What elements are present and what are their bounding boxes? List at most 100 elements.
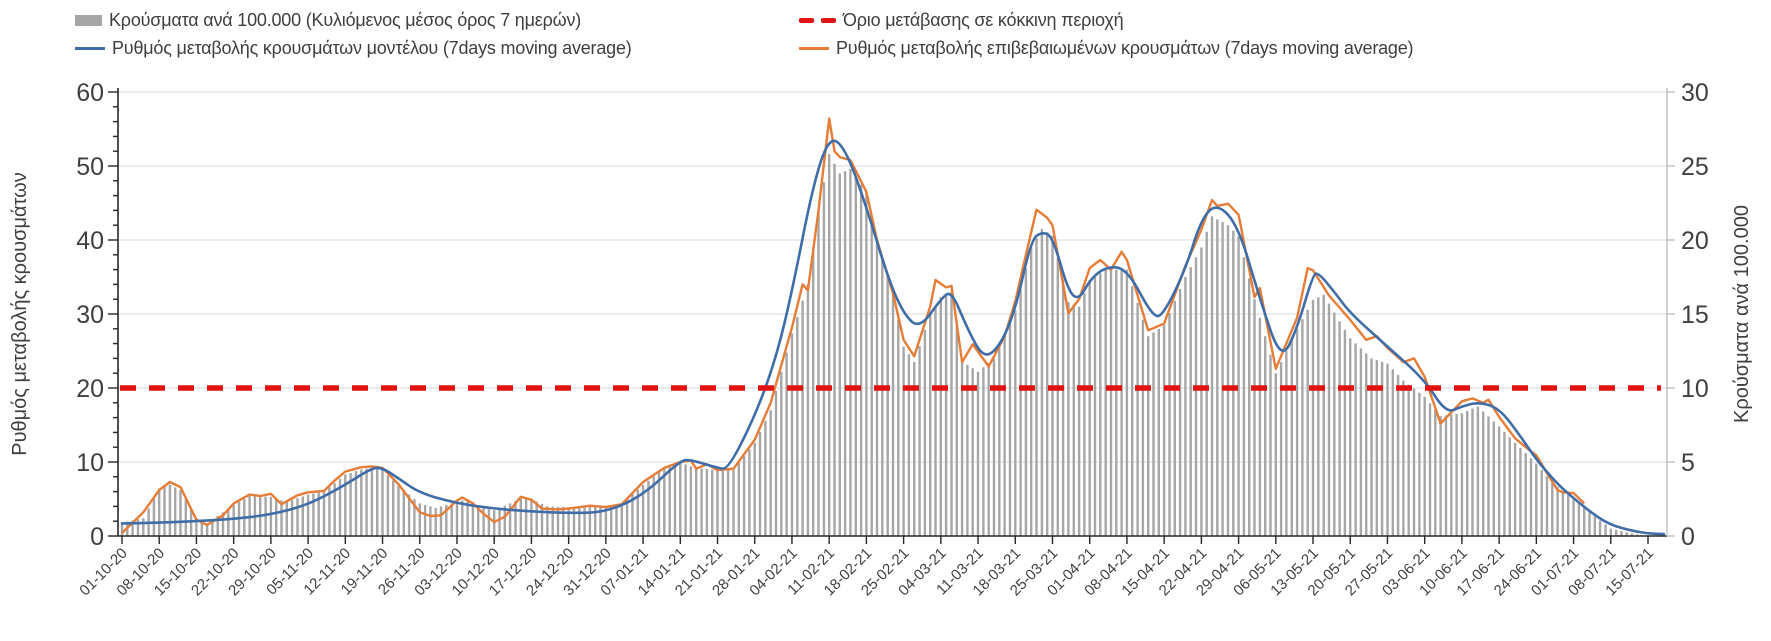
case-bar (285, 502, 288, 536)
case-bar (923, 330, 927, 536)
case-bar (955, 326, 958, 536)
case-bar (466, 499, 469, 536)
case-bar (753, 442, 756, 536)
case-bar (1503, 431, 1506, 536)
case-bar (514, 500, 517, 536)
case-bar (684, 464, 687, 536)
case-bar (1529, 458, 1533, 536)
case-bar (1301, 319, 1304, 536)
case-bar (1333, 312, 1336, 536)
legend-item-confirmed-rate: Ρυθμός μεταβολής επιβεβαιωμένων κρουσμάτ… (799, 37, 1414, 59)
case-bar (333, 483, 336, 536)
case-bar (1226, 225, 1230, 536)
case-bar (1061, 280, 1065, 536)
case-bar (1482, 411, 1485, 536)
case-bar (1072, 304, 1075, 536)
case-bar (907, 354, 911, 536)
legend-item-model-rate: Ρυθμός μεταβολής κρουσμάτων μοντέλου (7d… (75, 37, 632, 59)
case-bar (1513, 442, 1517, 536)
case-bar (1349, 338, 1352, 536)
case-bar (1253, 299, 1256, 536)
case-bar (546, 506, 549, 536)
case-bar (445, 504, 448, 536)
case-bar (317, 492, 320, 536)
case-bar (1221, 222, 1224, 536)
right-axis-tick-label: 20 (1681, 227, 1709, 255)
case-bar (1157, 328, 1160, 536)
case-bar (833, 163, 836, 537)
case-bar (1370, 358, 1373, 536)
case-bar (1168, 313, 1171, 536)
case-bar (264, 496, 267, 536)
case-bar (439, 506, 443, 536)
case-bar (785, 352, 788, 536)
case-bar (1147, 336, 1150, 536)
case-bar (939, 297, 942, 536)
case-bar (455, 502, 459, 536)
case-bar (891, 293, 895, 536)
case-bar (1380, 361, 1384, 536)
case-bar (360, 469, 363, 536)
case-bar (1285, 351, 1288, 536)
case-bar (1008, 322, 1012, 536)
case-bar (296, 498, 299, 536)
case-bar (583, 506, 586, 536)
case-bar (780, 371, 783, 536)
case-bar (1024, 268, 1028, 536)
case-bar (1598, 520, 1602, 536)
case-bar (673, 464, 677, 536)
case-bar (1311, 299, 1315, 536)
case-bar (152, 498, 156, 536)
case-bar (376, 469, 379, 536)
case-bar (578, 506, 581, 536)
case-bar (849, 169, 852, 536)
case-bar (689, 466, 693, 536)
case-bar (897, 319, 900, 536)
case-bar (1551, 482, 1554, 536)
case-bar (732, 469, 735, 536)
case-bar (1402, 380, 1405, 536)
case-bar (1322, 294, 1325, 536)
case-bar (1439, 416, 1442, 536)
case-bar (742, 456, 746, 536)
case-bar (482, 507, 485, 536)
case-bar (1258, 317, 1262, 536)
case-bar (652, 476, 655, 536)
right-axis-tick-label: 10 (1681, 375, 1709, 403)
legend-item-cases-bars: Κρούσματα ανά 100.000 (Κυλιόμενος μέσος … (75, 9, 581, 31)
case-bar (1232, 230, 1235, 537)
case-bar (397, 485, 400, 536)
case-bar (796, 317, 799, 536)
case-bar (392, 480, 395, 536)
case-bar (758, 431, 762, 536)
case-bar (1162, 325, 1166, 536)
case-bar (1386, 363, 1389, 536)
case-bar (641, 484, 645, 536)
case-bar (312, 493, 315, 536)
left-axis-tick-label: 60 (76, 79, 104, 107)
case-bar (163, 486, 166, 536)
blue-line-icon (75, 46, 105, 50)
case-bar (1003, 334, 1006, 536)
right-axis-tick-label: 0 (1681, 523, 1695, 551)
case-bar (1359, 348, 1363, 536)
case-bar (1620, 531, 1623, 536)
case-bar (1466, 410, 1469, 536)
case-bar (120, 522, 124, 536)
case-bar (174, 487, 177, 536)
case-bar (158, 488, 161, 536)
case-bar (275, 498, 278, 536)
case-bar (1418, 392, 1421, 536)
case-bar (1269, 354, 1272, 536)
case-bar (1120, 269, 1123, 536)
case-bar (1444, 415, 1448, 536)
left-axis-tick-label: 10 (76, 449, 104, 477)
case-bar (418, 503, 421, 536)
case-bar (487, 509, 491, 536)
case-bar (726, 469, 730, 536)
case-bar (1391, 369, 1394, 536)
case-bar (322, 491, 326, 536)
daily-case-bars (120, 154, 1639, 537)
case-bar (1524, 453, 1527, 536)
